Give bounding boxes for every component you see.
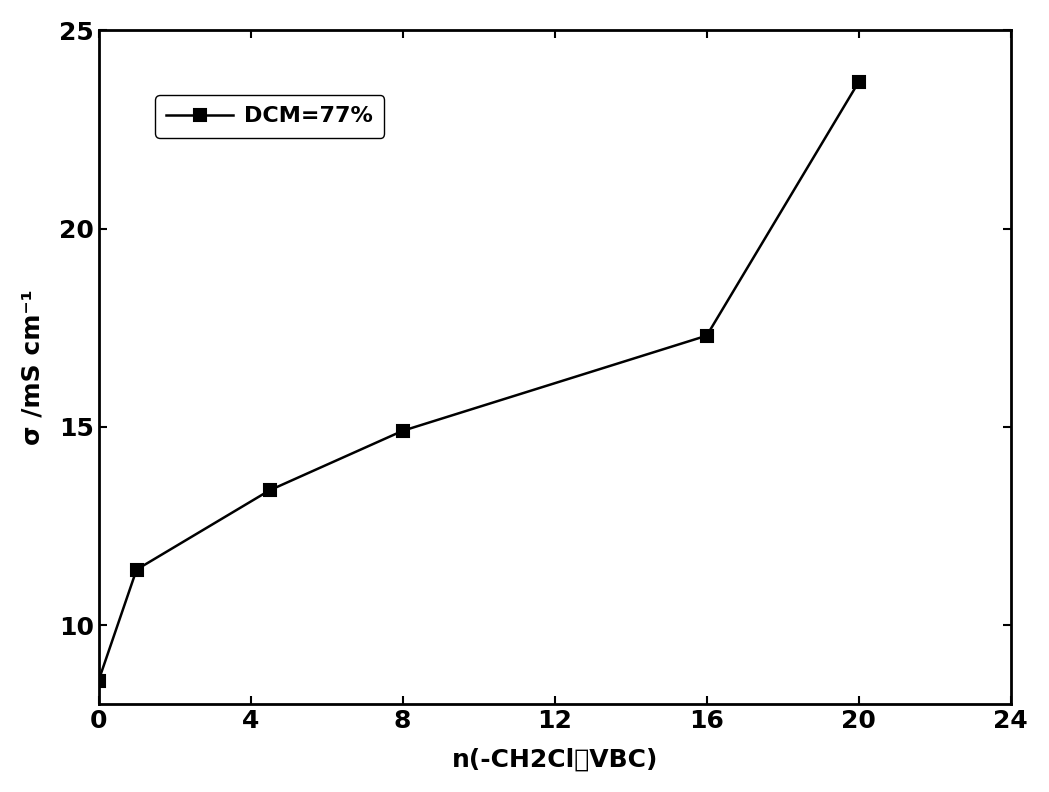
DCM=77% bbox=[397, 426, 409, 436]
Legend: DCM=77%: DCM=77% bbox=[155, 95, 384, 138]
DCM=77% bbox=[263, 485, 276, 495]
Y-axis label: σ /mS cm⁻¹: σ /mS cm⁻¹ bbox=[21, 290, 45, 445]
DCM=77% bbox=[853, 77, 865, 86]
DCM=77% bbox=[130, 565, 143, 574]
DCM=77% bbox=[701, 331, 713, 341]
X-axis label: n(-CH2Cl：VBC): n(-CH2Cl：VBC) bbox=[451, 747, 658, 771]
Line: DCM=77%: DCM=77% bbox=[92, 75, 865, 687]
DCM=77% bbox=[92, 676, 105, 685]
